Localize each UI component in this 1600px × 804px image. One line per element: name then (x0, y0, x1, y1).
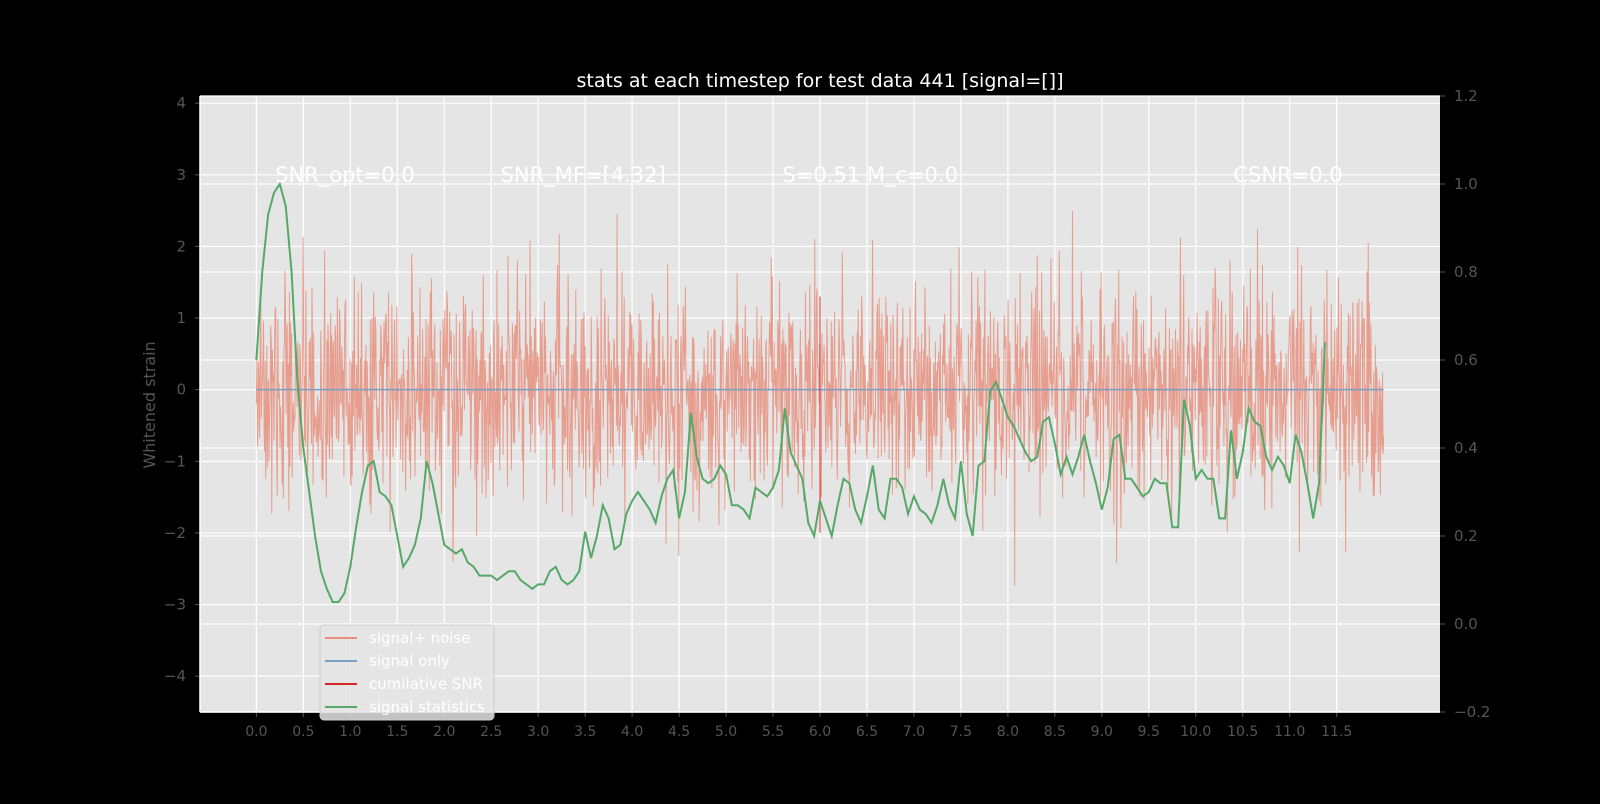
x-tick-label: 0.5 (292, 724, 314, 740)
y2-tick-label: 0.6 (1454, 351, 1478, 369)
y2-tick-label: 1.0 (1454, 175, 1478, 193)
y-tick-label: −1 (164, 452, 186, 470)
y2-tick-label: 1.2 (1454, 87, 1478, 105)
annotations: SNR_opt=0.0 SNR_MF=[4.32] S=0.51 M_c=0.0 CS… (275, 163, 1342, 188)
y2-tick-label: 0.8 (1454, 263, 1478, 281)
series-line-signal-statistics (255, 181, 1326, 603)
y2-tick-label: −0.2 (1454, 703, 1490, 721)
y2-tick-label: 0.0 (1454, 615, 1478, 633)
x-tick-label: 1.5 (386, 724, 408, 740)
x-tick-label: 7.5 (950, 724, 972, 740)
legend-label: signal statistics (369, 698, 485, 716)
y-tick-label: 4 (176, 94, 186, 112)
x-tick-label: 9.5 (1138, 724, 1160, 740)
axes: 0.0 0.5 1.0 1.5 2.0 2.5 3.0 3.5 4.0 4.5 5.0 5.5 6.0 6… (164, 87, 1491, 740)
x-tick-label: 2.5 (480, 724, 502, 740)
x-tick-label: 9.0 (1091, 724, 1113, 740)
y-tick-label: 3 (176, 166, 186, 184)
y2-tick-label: 0.4 (1454, 439, 1478, 457)
chart-title: stats at each timestep for test data 441… (576, 70, 1063, 92)
legend-box (319, 624, 495, 721)
x-tick-label: 3.0 (527, 724, 549, 740)
x-tick-label: 5.0 (715, 724, 737, 740)
x-tick-label: 3.5 (574, 724, 596, 740)
x-tick-label: 1.0 (339, 724, 361, 740)
annotation-text: SNR_MF=[4.32] (501, 163, 666, 188)
annotation-text: SNR_opt=0.0 (275, 163, 415, 188)
x-tick-label: 11.0 (1274, 724, 1305, 740)
x-tick-label: 4.5 (668, 724, 690, 740)
y-tick-label: 1 (176, 309, 186, 327)
x-tick-label: 10.5 (1227, 724, 1258, 740)
y-tick-label: 2 (176, 237, 186, 255)
legend-label: signal only (369, 652, 450, 670)
legend: signal+ noise signal only cumilative SNR si… (319, 624, 495, 721)
x-tick-label: 2.0 (433, 724, 455, 740)
y-tick-label: −2 (164, 524, 186, 542)
legend-label: cumilative SNR (369, 675, 483, 693)
y-axis-label: Whitened strain (140, 341, 159, 468)
x-tick-label: 4.0 (621, 724, 643, 740)
y2-tick-label: 0.2 (1454, 527, 1478, 545)
y-tick-label: −4 (164, 667, 186, 685)
x-tick-label: 10.0 (1180, 724, 1211, 740)
annotation-text: S=0.51 M_c=0.0 (782, 163, 958, 188)
y-tick-label: −3 (164, 596, 186, 614)
grid-lines (200, 95, 1440, 713)
x-tick-label: 0.0 (245, 724, 267, 740)
x-tick-label: 8.0 (997, 724, 1019, 740)
x-tick-label: 8.5 (1044, 724, 1066, 740)
x-tick-label: 5.5 (762, 724, 784, 740)
x-tick-label: 7.0 (903, 724, 925, 740)
x-tick-label: 6.5 (856, 724, 878, 740)
series-lines (255, 181, 1384, 603)
annotation-text: CSNR=0.0 (1233, 163, 1342, 187)
x-tick-label: 11.5 (1321, 724, 1352, 740)
x-tick-label: 6.0 (809, 724, 831, 740)
legend-label: signal+ noise (369, 629, 471, 647)
y-tick-label: 0 (176, 381, 186, 399)
